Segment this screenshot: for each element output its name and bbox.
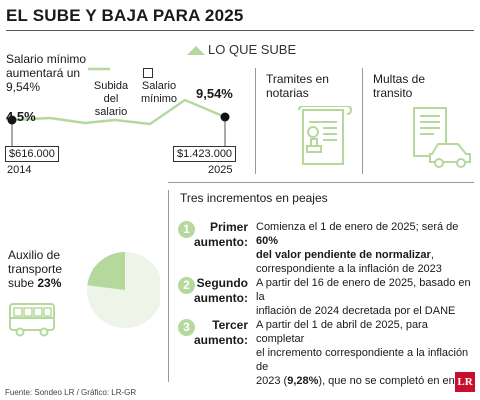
transport-pie-chart (87, 252, 160, 328)
fines-label: Multas de transito (373, 72, 425, 100)
transport-label: Auxilio de transporte sube 23% (8, 248, 62, 290)
notary-document-icon (298, 106, 353, 165)
toll-item-1-label-1: Primer (209, 220, 248, 234)
toll-item-2-label-2: aumento: (194, 291, 248, 305)
transport-label-2: transporte (8, 262, 63, 276)
toll-item-3-label-1: Tercer (212, 318, 248, 332)
toll-item-2-text-1: A partir del 16 de enero de 2025, basado… (256, 277, 471, 303)
salary-start-year: 2014 (7, 164, 32, 176)
toll-item-2-number: 2 (178, 277, 195, 294)
toll-item-3-pct: 9,28% (287, 375, 319, 387)
toll-item-2-text: A partir del 16 de enero de 2025, basado… (256, 276, 474, 318)
salary-start-point (7, 115, 17, 125)
toll-item-3-number: 3 (178, 319, 195, 336)
up-triangle-icon (187, 46, 205, 55)
toll-item-3-text-2: el incremento correspondiente a la infla… (256, 347, 469, 373)
salary-end-pct: 9,54% (196, 86, 233, 101)
toll-item-2-label-1: Segundo (196, 276, 248, 290)
toll-item-1-number: 1 (178, 221, 195, 238)
toll-item-1-text: Comienza el 1 de enero de 2025; será de … (256, 220, 474, 276)
toll-item-3-text-3a: 2023 ( (256, 375, 288, 387)
salary-line (11, 98, 226, 126)
salary-square-legend-label: Salario mínimo (137, 80, 181, 106)
toll-item-1-label-2: aumento: (194, 235, 248, 249)
fines-label-1: Multas de (373, 72, 426, 86)
page-title: EL SUBE Y BAJA PARA 2025 (6, 6, 244, 25)
salary-desc-line-2: aumentará un (6, 66, 81, 80)
salary-end-point (220, 112, 230, 122)
toll-item-3-text-3c: ), que no se completó en enero (318, 375, 471, 387)
toll-item-3-label-2: aumento: (194, 333, 248, 347)
transport-label-3-prefix: sube (8, 276, 38, 290)
middle-rule (168, 182, 474, 183)
salary-line-legend-icon (88, 67, 110, 71)
salary-desc-line-1: Salario mínimo (6, 52, 87, 66)
toll-item-1-label: Primer aumento: (190, 220, 248, 250)
salary-line-legend-label-1: Subida (93, 80, 129, 92)
lr-logo: LR (455, 372, 475, 392)
toll-item-3-label: Tercer aumento: (190, 318, 248, 348)
notaries-label: Tramites en notarias (266, 72, 329, 100)
transport-label-1: Auxilio de (8, 248, 61, 262)
tolls-heading: Tres incrementos en peajes (180, 191, 328, 205)
salary-end-value: $1.423.000 (173, 146, 237, 162)
legend-up-label: LO QUE SUBE (208, 42, 297, 57)
notaries-label-1: Tramites en (266, 72, 329, 86)
toll-item-3-text-1: A partir del 1 de abril de 2025, para co… (256, 319, 428, 345)
salary-start-value: $616.000 (5, 146, 59, 162)
toll-item-3-text: A partir del 1 de abril de 2025, para co… (256, 318, 474, 388)
notaries-label-2: notarias (266, 86, 309, 100)
title-rule (6, 30, 474, 31)
bus-icon (9, 303, 55, 337)
salary-start-pct: 4,5% (6, 109, 36, 124)
divider-2 (362, 68, 363, 174)
toll-item-1-pct: 60% (256, 235, 279, 247)
toll-item-1-text-2: , (430, 249, 434, 261)
salary-chart (7, 98, 230, 146)
salary-square-legend-icon (143, 68, 153, 78)
salary-square-legend-label-1: Salario (141, 80, 177, 92)
salary-line-legend-label-2: del salario (94, 93, 128, 118)
salary-desc-line-3: 9,54% (6, 80, 41, 94)
toll-item-1-text-1: Comienza el 1 de enero de 2025; será de (256, 221, 459, 233)
divider-3 (168, 190, 169, 382)
transport-label-3: sube 23% (8, 276, 62, 290)
source-note: Fuente: Sondeo LR / Gráfico: LR-GR (5, 388, 137, 397)
fines-label-2: transito (373, 86, 413, 100)
salary-line-legend-label: Subida del salario (88, 80, 134, 119)
toll-item-2-label: Segundo aumento: (190, 276, 248, 306)
pie-slice-increase (87, 252, 125, 290)
salary-end-year: 2025 (208, 164, 233, 176)
traffic-fine-icon (413, 107, 471, 168)
toll-item-1-text-3: correspondiente a la inflación de 2023 (256, 263, 442, 275)
transport-pct: 23% (37, 276, 62, 290)
salary-square-legend-label-2: mínimo (140, 93, 178, 105)
toll-item-2-text-2: inflación de 2024 decretada por el DANE (256, 305, 456, 317)
salary-description: Salario mínimo aumentará un 9,54% (6, 52, 86, 94)
divider-1 (255, 68, 256, 174)
toll-item-1-highlight: del valor pendiente de normalizar (256, 249, 431, 261)
